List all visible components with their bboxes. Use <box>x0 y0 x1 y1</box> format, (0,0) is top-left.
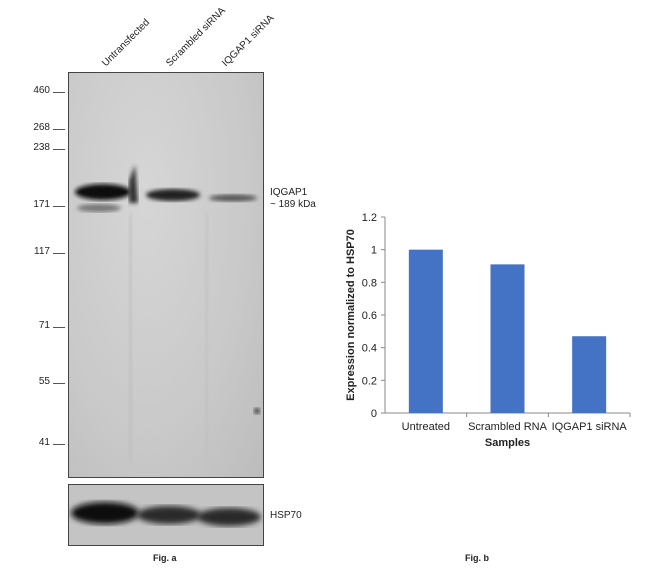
mw-tick-117 <box>53 253 65 254</box>
hsp70-blot-image <box>68 484 264 546</box>
western-blot-image <box>68 72 264 478</box>
bar-2 <box>490 264 525 413</box>
y-tick-label: 0.6 <box>362 310 377 322</box>
mw-tick-238 <box>53 149 65 150</box>
bar-chart: 0 0.2 0.4 0.6 0.8 1 1.2 Untreated Scrambled RNA I… <box>345 212 631 449</box>
y-tick-label: 0.4 <box>362 343 377 355</box>
mw-tick-171 <box>53 206 65 207</box>
band-lane-1 <box>75 184 131 200</box>
mw-marker-71: 71 <box>38 320 50 331</box>
y-tick-label: 0.8 <box>362 277 377 289</box>
hsp70-bands <box>71 502 261 526</box>
mw-marker-41: 41 <box>38 437 50 448</box>
mw-marker-460: 460 <box>33 85 50 96</box>
hsp70-label: HSP70 <box>270 510 302 521</box>
lane-label-iqgap1-sirna: IQGAP1 siRNA <box>220 12 277 69</box>
lane-label-scrambled-sirna: Scrambled siRNA <box>164 5 228 69</box>
x-tick-label: Untreated <box>402 421 450 433</box>
mw-tick-460 <box>53 92 65 93</box>
band-lane-2 <box>146 189 200 201</box>
y-axis-label: Expression normalized to HSP70 <box>345 229 357 401</box>
band-label-iqgap1: IQGAP1 <box>270 187 308 198</box>
mw-tick-268 <box>53 129 65 130</box>
y-tick-label: 1 <box>371 245 377 257</box>
western-blot-bands <box>75 165 260 463</box>
x-tick-label: IQGAP1 siRNA <box>552 421 628 433</box>
bar-3 <box>572 336 607 413</box>
band-label-size: ~ 189 kDa <box>270 199 316 210</box>
figure-a-caption: Fig. a <box>153 553 177 563</box>
x-tick-label: Scrambled RNA <box>468 421 548 433</box>
mw-marker-171: 171 <box>33 199 50 210</box>
mw-tick-41 <box>53 444 65 445</box>
mw-marker-55: 55 <box>38 376 50 387</box>
lane-label-untransfected: Untransfected <box>100 17 153 69</box>
bar-1 <box>408 249 443 413</box>
mw-tick-71 <box>53 327 65 328</box>
mw-tick-55 <box>53 383 65 384</box>
mw-marker-117: 117 <box>34 246 50 257</box>
y-tick-label: 0 <box>371 408 377 420</box>
y-tick-label: 0.2 <box>362 375 377 387</box>
band-lane-1-streak <box>129 165 138 203</box>
x-axis-label: Samples <box>485 437 530 449</box>
figure-b-caption: Fig. b <box>465 553 489 563</box>
mw-marker-268: 268 <box>33 122 50 133</box>
band-lane-1-lower <box>77 204 121 212</box>
y-tick-label: 1.2 <box>362 212 377 224</box>
mw-marker-238: 238 <box>33 142 50 153</box>
band-lane-3 <box>209 194 257 202</box>
